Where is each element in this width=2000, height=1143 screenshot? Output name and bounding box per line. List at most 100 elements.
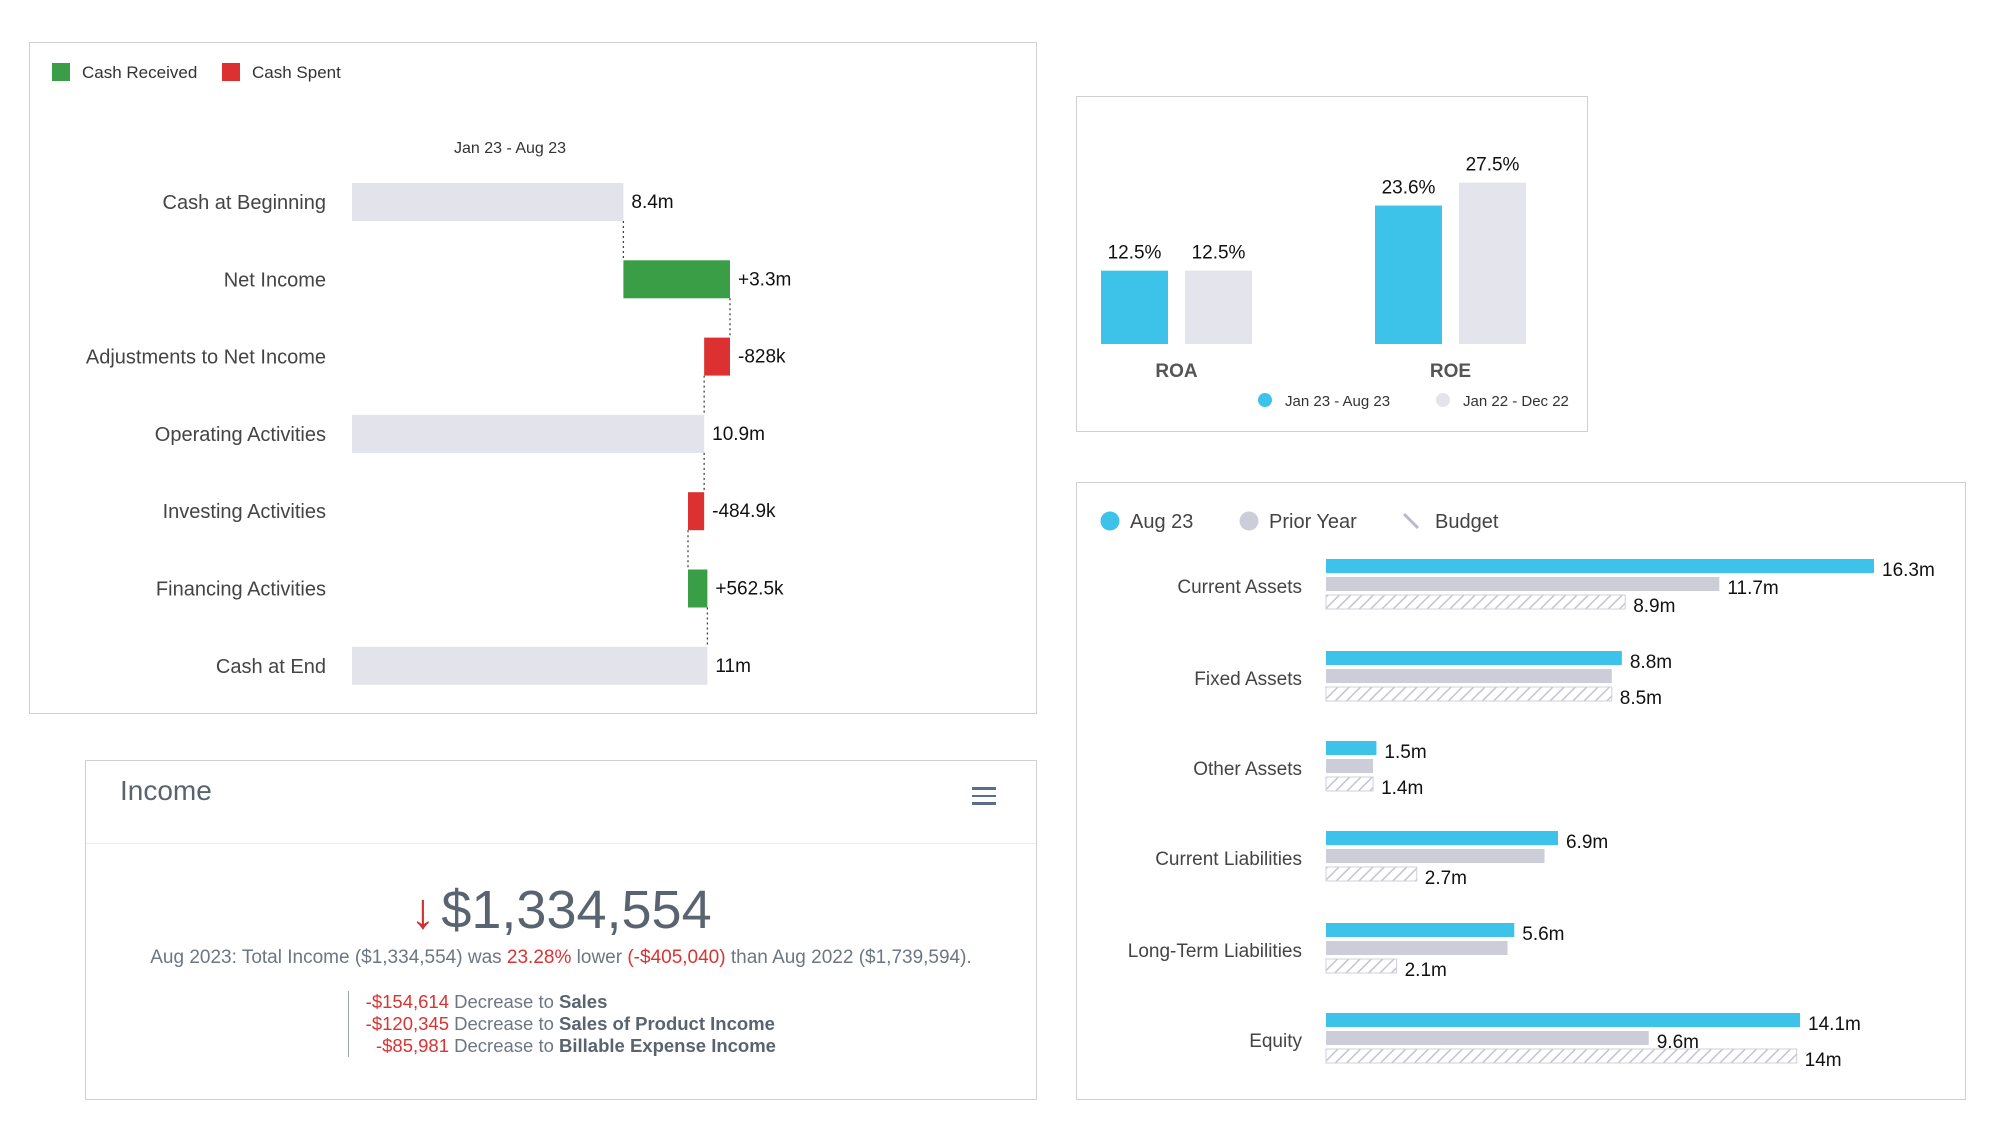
roa-roe-panel: 12.5% 12.5% ROA 23.6% 27.5% ROE Jan 23 - Aug 2… — [1076, 96, 1588, 432]
budget-bar — [1325, 958, 1398, 974]
waterfall-value-label: 11m — [715, 656, 751, 677]
balance-category-label: Current Assets — [1177, 577, 1302, 598]
legend-label: Cash Spent — [252, 63, 341, 82]
ratio-legend-label: Jan 22 - Dec 22 — [1463, 393, 1569, 410]
driver-category: Billable Expense Income — [559, 1035, 776, 1056]
prior-roe-bar — [1459, 182, 1526, 344]
balance-sheet-panel: Aug 23 Prior Year Budget Current Assets 16.3… — [1076, 482, 1966, 1100]
arrow-down-icon: ↓ — [410, 883, 436, 939]
budget-legend-hatch-icon — [1402, 512, 1420, 530]
waterfall-category-label: Cash at Beginning — [163, 192, 326, 214]
balance-value-label: 6.9m — [1566, 832, 1608, 853]
income-summary-sentence: Aug 2023: Total Income ($1,334,554) was … — [86, 947, 1036, 969]
current-roe-bar — [1375, 205, 1442, 344]
prior-year-legend-dot — [1239, 511, 1259, 531]
waterfall-category-label: Net Income — [224, 269, 326, 291]
ratio-value-label: 23.6% — [1382, 178, 1436, 199]
ratio-value-label: 27.5% — [1466, 155, 1520, 176]
hamburger-menu-icon[interactable] — [972, 787, 996, 805]
ratio-legend-label: Jan 23 - Aug 23 — [1285, 393, 1390, 410]
driver-category: Sales — [559, 991, 608, 1012]
prior-year-bar — [1326, 577, 1720, 591]
aug23-bar — [1326, 741, 1377, 755]
summary-difference: (-$405,040) — [627, 947, 726, 968]
driver-text: Decrease to — [454, 1013, 554, 1034]
driver-item: -$120,345 Decrease to Sales of Product I… — [355, 1013, 776, 1035]
waterfall-bar-total — [352, 183, 624, 221]
cash-received-legend-swatch — [52, 63, 70, 81]
legend-label: Cash Received — [82, 63, 197, 82]
waterfall-category-label: Cash at End — [216, 656, 326, 678]
balance-value-label: 1.5m — [1384, 742, 1426, 763]
prior-year-bar — [1326, 941, 1508, 955]
driver-text: Decrease to — [454, 1035, 554, 1056]
prior-roa-bar — [1185, 270, 1252, 344]
aug23-bar — [1326, 831, 1558, 845]
chart-period-label: Jan 23 - Aug 23 — [454, 140, 566, 157]
cashflow-waterfall-chart: Cash Received Cash Spent Jan 23 - Aug 23 Ca… — [52, 63, 791, 685]
prior-year-bar — [1326, 669, 1612, 683]
balance-legend-label: Budget — [1435, 511, 1499, 533]
summary-percent: 23.28% — [506, 947, 572, 968]
aug23-bar — [1326, 559, 1874, 573]
driver-amount: -$154,614 — [365, 991, 449, 1012]
balance-value-label: 2.7m — [1425, 868, 1467, 889]
cash-spent-legend-swatch — [222, 63, 240, 81]
income-drivers-list: -$154,614 Decrease to Sales -$120,345 De… — [348, 991, 776, 1057]
balance-value-label: 14m — [1805, 1050, 1842, 1071]
balance-value-label: 5.6m — [1522, 924, 1564, 945]
prior-year-bar — [1326, 759, 1374, 773]
balance-sheet-chart: Aug 23 Prior Year Budget Current Assets 16.3… — [1100, 511, 1935, 1071]
prior-year-bar — [1326, 1031, 1649, 1045]
income-divider — [86, 843, 1036, 844]
driver-item: -$154,614 Decrease to Sales — [355, 991, 776, 1013]
driver-item: -$85,981 Decrease to Billable Expense In… — [355, 1035, 776, 1057]
waterfall-value-label: +3.3m — [738, 269, 791, 290]
current-roa-bar — [1101, 270, 1168, 344]
aug23-bar — [1326, 651, 1622, 665]
waterfall-category-label: Adjustments to Net Income — [86, 347, 326, 369]
summary-part: than Aug 2022 ($1,739,594). — [725, 947, 972, 968]
balance-value-label: 8.9m — [1633, 596, 1675, 617]
balance-value-label: 1.4m — [1381, 778, 1423, 799]
balance-legend-label: Aug 23 — [1130, 511, 1193, 533]
waterfall-category-label: Investing Activities — [163, 501, 326, 523]
waterfall-category-label: Financing Activities — [156, 579, 326, 601]
waterfall-value-label: +562.5k — [715, 579, 784, 600]
cashflow-waterfall-panel: Cash Received Cash Spent Jan 23 - Aug 23 Ca… — [29, 42, 1037, 714]
waterfall-bar-total — [352, 414, 705, 453]
prior-period-legend-dot — [1436, 393, 1450, 407]
roa-roe-chart: 12.5% 12.5% ROA 23.6% 27.5% ROE Jan 23 - Aug 2… — [1101, 155, 1569, 410]
driver-text: Decrease to — [454, 991, 554, 1012]
summary-part: lower — [571, 947, 628, 968]
ratio-category-label: ROE — [1430, 361, 1471, 382]
balance-value-label: 2.1m — [1405, 960, 1447, 981]
balance-category-label: Equity — [1249, 1031, 1302, 1052]
driver-category: Sales of Product Income — [559, 1013, 775, 1034]
income-total: ↓ $1,334,554 — [86, 879, 1036, 941]
waterfall-category-label: Operating Activities — [155, 424, 326, 446]
balance-value-label: 9.6m — [1657, 1032, 1699, 1053]
aug23-bar — [1326, 1013, 1801, 1027]
balance-category-label: Current Liabilities — [1155, 849, 1302, 870]
driver-amount: -$85,981 — [375, 1035, 449, 1056]
budget-bar — [1325, 594, 1626, 610]
ratio-category-label: ROA — [1155, 361, 1198, 382]
budget-bar — [1325, 686, 1613, 702]
balance-value-label: 11.7m — [1727, 578, 1778, 599]
balance-category-label: Long-Term Liabilities — [1128, 941, 1302, 962]
income-total-value: $1,334,554 — [441, 880, 712, 940]
aug23-legend-dot — [1100, 511, 1120, 531]
waterfall-bar-total — [352, 646, 708, 685]
driver-amount: -$120,345 — [365, 1013, 449, 1034]
waterfall-bar-decrease — [688, 492, 705, 531]
waterfall-bar-increase — [623, 260, 730, 299]
budget-bar — [1325, 866, 1418, 882]
income-panel: Income ↓ $1,334,554 Aug 2023: Total Incom… — [85, 760, 1037, 1100]
balance-legend-label: Prior Year — [1269, 511, 1357, 533]
aug23-bar — [1326, 923, 1515, 937]
current-period-legend-dot — [1258, 393, 1272, 407]
summary-part: Aug 2023: Total Income ($1,334,554) was — [150, 947, 507, 968]
waterfall-bar-decrease — [704, 337, 730, 376]
waterfall-value-label: -484.9k — [712, 501, 776, 522]
